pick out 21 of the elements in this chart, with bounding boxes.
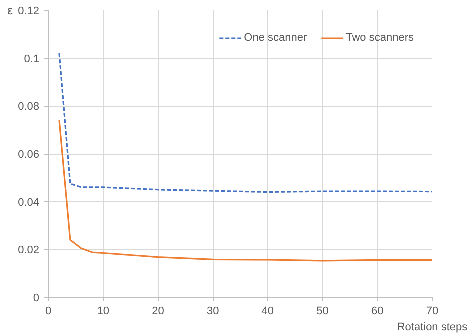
y-tick-label: 0.02 <box>18 244 40 257</box>
y-tick-label: 0.04 <box>18 196 40 209</box>
y-axis-title: ε <box>8 4 14 18</box>
x-tick-label: 70 <box>426 306 439 318</box>
y-tick-label: 0.08 <box>18 101 40 114</box>
legend-label: Two scanners <box>346 32 414 44</box>
line-series <box>58 52 432 194</box>
y-tick-label: 0.12 <box>18 6 40 18</box>
x-axis-title: Rotation steps <box>397 322 468 334</box>
x-tick-label: 30 <box>206 306 220 318</box>
y-tick-label: 0.06 <box>18 149 40 161</box>
x-tick-label: 20 <box>152 306 164 318</box>
y-tick-label: 0 <box>33 292 40 304</box>
x-tick-label: 10 <box>97 306 110 318</box>
x-tick-label: 60 <box>372 306 384 318</box>
legend-label: One scanner <box>244 32 308 44</box>
x-tick-label: 40 <box>262 306 274 318</box>
x-tick-label: 0 <box>45 306 52 318</box>
x-tick-label: 50 <box>316 306 329 318</box>
line-series <box>58 120 432 262</box>
y-tick-label: 0.1 <box>24 53 40 66</box>
